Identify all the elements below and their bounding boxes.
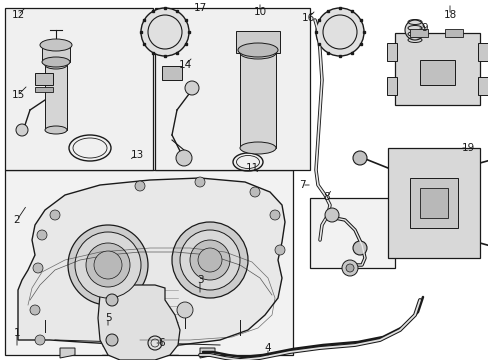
Text: 17: 17: [193, 3, 206, 13]
Bar: [155, 8, 309, 170]
Circle shape: [106, 294, 118, 306]
Circle shape: [180, 230, 240, 290]
Text: 19: 19: [461, 143, 474, 153]
Circle shape: [184, 81, 199, 95]
Text: 6: 6: [159, 338, 165, 348]
Circle shape: [346, 264, 353, 272]
Bar: [240, 53, 275, 148]
Text: 12: 12: [11, 10, 24, 20]
Ellipse shape: [45, 126, 67, 134]
Bar: [386, 43, 396, 61]
Bar: [387, 148, 479, 258]
Circle shape: [106, 334, 118, 346]
Circle shape: [315, 8, 363, 56]
Bar: [444, 29, 462, 37]
Circle shape: [177, 302, 193, 318]
Text: 16: 16: [301, 13, 314, 23]
Text: 11: 11: [245, 163, 258, 173]
Text: 10: 10: [253, 7, 266, 17]
Bar: [409, 29, 427, 37]
Ellipse shape: [238, 43, 278, 57]
Circle shape: [37, 230, 47, 240]
Circle shape: [68, 225, 148, 305]
Bar: [236, 31, 280, 53]
Bar: [419, 188, 447, 218]
Circle shape: [172, 222, 247, 298]
Bar: [45, 65, 67, 130]
Text: 14: 14: [178, 60, 191, 70]
Polygon shape: [200, 348, 215, 358]
Bar: [5, 8, 153, 170]
Ellipse shape: [240, 47, 275, 59]
Circle shape: [176, 150, 192, 166]
Circle shape: [35, 335, 45, 345]
Bar: [394, 33, 479, 105]
Bar: [409, 178, 457, 228]
Text: 9: 9: [421, 23, 427, 33]
Polygon shape: [60, 348, 75, 358]
Ellipse shape: [40, 39, 72, 51]
Circle shape: [249, 187, 260, 197]
Circle shape: [341, 260, 357, 276]
Circle shape: [141, 8, 189, 56]
Circle shape: [50, 210, 60, 220]
Circle shape: [404, 20, 424, 40]
Bar: [419, 60, 454, 85]
Circle shape: [198, 248, 222, 272]
Circle shape: [94, 251, 122, 279]
Text: 7: 7: [298, 180, 305, 190]
Text: 8: 8: [323, 192, 329, 202]
Ellipse shape: [240, 142, 275, 154]
Circle shape: [274, 245, 285, 255]
Circle shape: [30, 305, 40, 315]
Text: 2: 2: [14, 215, 20, 225]
Circle shape: [195, 177, 204, 187]
Bar: [386, 77, 396, 95]
Text: 5: 5: [104, 313, 111, 323]
Circle shape: [352, 241, 366, 255]
Bar: [42, 44, 70, 62]
Circle shape: [190, 240, 229, 280]
Text: 4: 4: [264, 343, 271, 353]
Text: 13: 13: [130, 150, 143, 160]
Circle shape: [86, 243, 130, 287]
Text: 1: 1: [14, 328, 20, 338]
Circle shape: [16, 124, 28, 136]
Bar: [35, 73, 53, 85]
Bar: [5, 170, 292, 355]
Circle shape: [75, 232, 141, 298]
Bar: [309, 198, 394, 268]
Text: 18: 18: [443, 10, 456, 20]
Circle shape: [325, 208, 338, 222]
Circle shape: [33, 263, 43, 273]
Bar: [477, 77, 487, 95]
Ellipse shape: [42, 57, 70, 67]
Text: 15: 15: [11, 90, 24, 100]
Polygon shape: [18, 178, 285, 345]
Text: 3: 3: [196, 275, 203, 285]
Bar: [477, 43, 487, 61]
Bar: [162, 66, 182, 80]
Bar: [35, 87, 53, 92]
Circle shape: [352, 151, 366, 165]
Polygon shape: [98, 285, 180, 360]
Ellipse shape: [45, 61, 67, 69]
Circle shape: [135, 181, 145, 191]
Circle shape: [269, 210, 280, 220]
